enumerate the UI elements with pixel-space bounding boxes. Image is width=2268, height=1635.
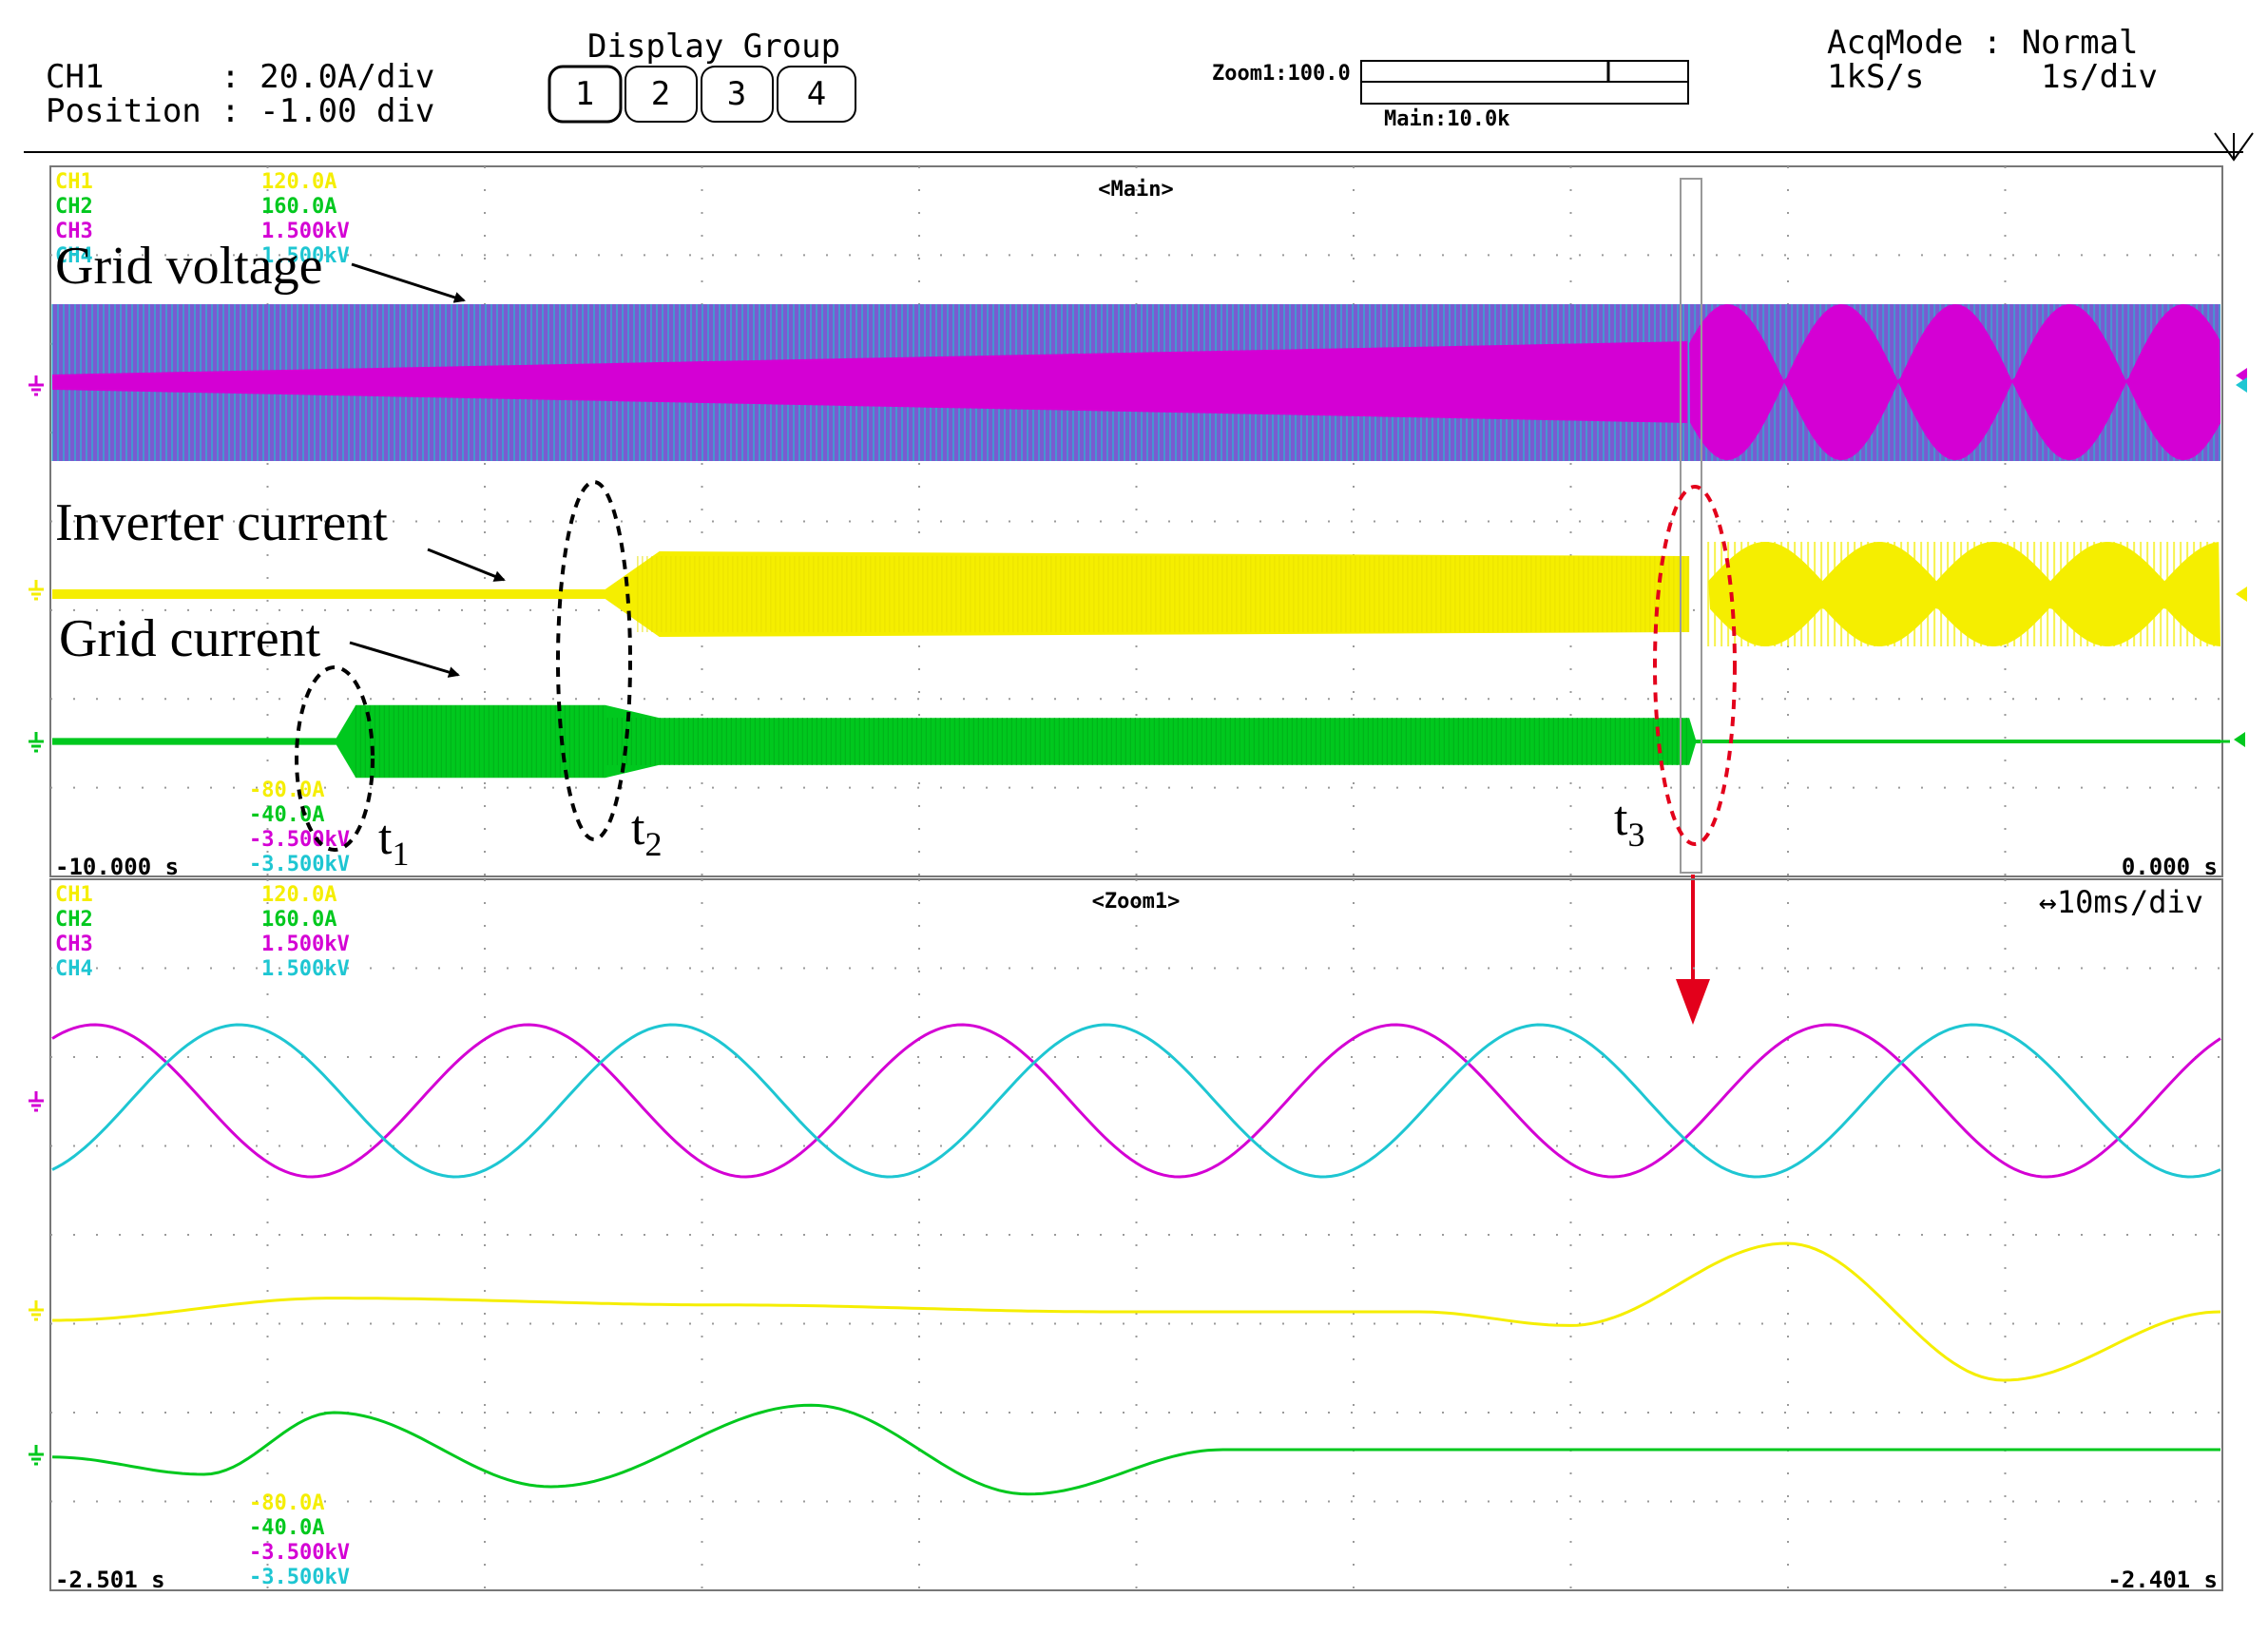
display-group-buttons[interactable]: 1 2 3 4: [548, 65, 856, 124]
main-time-start: -10.000 s: [55, 854, 179, 880]
scale-channel-label: CH4: [55, 957, 93, 981]
scale-channel-label: CH3: [55, 220, 93, 243]
scale-bottom-value: -40.0A: [249, 803, 324, 827]
scale-bottom-value: -3.500kV: [249, 828, 350, 852]
event-label-t3: t3: [1614, 792, 1644, 854]
display-group-button-4[interactable]: [777, 66, 856, 123]
scale-channel-label: CH3: [55, 933, 93, 956]
ch1-scale-line: CH1 : 20.0A/div: [46, 58, 434, 96]
display-group-button-2[interactable]: [625, 66, 698, 123]
zoom-waveforms: [29, 1023, 2221, 1496]
main-record-length-label: Main:10.0k: [1384, 107, 1509, 131]
arrow-grid-voltage: [351, 262, 466, 303]
main-time-end: 0.000 s: [2122, 854, 2218, 880]
annotation-grid-voltage: Grid voltage: [55, 237, 322, 296]
scale-top-value: 160.0A: [261, 195, 336, 219]
scale-channel-label: CH4: [55, 244, 93, 268]
display-group-button-3[interactable]: [701, 66, 774, 123]
level-marker-ch2: [2234, 732, 2245, 747]
annotation-inverter-current: Inverter current: [55, 493, 388, 552]
ground-marker-ch2: [29, 732, 44, 753]
zoom-panel: <Zoom1> ↔10ms/div CH1 120.0A CH2 160.0A CH3 1…: [29, 878, 2223, 1593]
scale-bottom-value: -80.0A: [249, 1491, 324, 1515]
scale-channel-label: CH2: [55, 195, 93, 219]
zoom-panel-frame: [49, 878, 2223, 1591]
ground-marker-ch3: [29, 1091, 44, 1112]
scale-channel-label: CH1: [55, 170, 93, 194]
display-group-title: Display Group: [587, 28, 840, 66]
level-marker-ch1: [2236, 587, 2247, 602]
grid-current-envelope: [52, 704, 2220, 779]
ground-marker-ch3: [29, 375, 44, 396]
scale-bottom-value: -80.0A: [249, 779, 324, 802]
zoom-link-arrowhead: [1676, 979, 1710, 1025]
zoom-time-end: -2.401 s: [2107, 1567, 2218, 1593]
position-line: Position : -1.00 div: [46, 92, 434, 130]
display-group-button-4-label: 4: [807, 75, 826, 113]
scale-bottom-value: -3.500kV: [249, 1566, 350, 1589]
grid-voltage-beat-lobes: [1689, 304, 2220, 460]
zoom-grid: [50, 879, 2222, 1590]
scale-top-value: 1.500kV: [261, 957, 350, 981]
ground-marker-ch2: [29, 1445, 44, 1466]
scale-top-value: 1.500kV: [261, 220, 350, 243]
event-ellipse-t2: [556, 480, 632, 841]
scale-bottom-value: -3.500kV: [249, 1541, 350, 1565]
main-panel-title: <Main>: [1098, 178, 1173, 202]
event-label-t1: t1: [378, 811, 409, 873]
main-waveforms: [29, 304, 2247, 779]
scale-bottom-value: -40.0A: [249, 1516, 324, 1540]
header: CH1 : 20.0A/div Position : -1.00 div Dis…: [24, 24, 2254, 162]
zoom-time-start: -2.501 s: [55, 1567, 165, 1593]
scale-top-value: 120.0A: [261, 883, 336, 907]
zoom-timebase: ↔10ms/div: [2039, 884, 2203, 920]
zoom-trace-ch3: [51, 1023, 2221, 1179]
ground-marker-ch1: [29, 580, 44, 601]
trigger-down-icon: [2214, 132, 2254, 162]
scale-top-value: 1.500kV: [261, 933, 350, 956]
scale-channel-label: CH2: [55, 908, 93, 932]
zoom-scale-bottom: -80.0A-40.0A-3.500kV-3.500kV: [249, 1491, 350, 1589]
scale-top-value: 120.0A: [261, 170, 336, 194]
display-group-button-3-label: 3: [727, 75, 746, 113]
zoom-ratio-label: Zoom1:100.0: [1212, 62, 1351, 86]
arrow-inverter-current: [427, 548, 506, 582]
scale-top-value: 1.500kV: [261, 244, 350, 268]
display-group-button-1-label: 1: [575, 75, 594, 113]
inverter-current-beat-lobes: [1708, 542, 2220, 646]
sample-rate-line: 1kS/s 1s/div: [1827, 58, 2158, 96]
level-marker-ch4: [2236, 377, 2247, 393]
zoom-scale-top: CH1 120.0A CH2 160.0A CH3 1.500kV CH4 1.500kV: [55, 883, 350, 981]
zoom-trace-ch2: [51, 1403, 2220, 1496]
display-group-button-1[interactable]: [548, 65, 623, 124]
ground-marker-ch1: [29, 1300, 44, 1321]
display-group-button-2-label: 2: [651, 75, 670, 113]
event-ellipse-t3: [1653, 485, 1737, 846]
event-label-t2: t2: [631, 801, 662, 863]
zoom-window-marker[interactable]: [1680, 178, 1702, 874]
grid-voltage-ch3-band: [52, 341, 1687, 423]
scale-top-value: 160.0A: [261, 908, 336, 932]
zoom-panel-title: <Zoom1>: [1092, 890, 1181, 914]
main-panel: <Main> CH1 120.0A CH2 160.0A CH3 1.500kV CH4 1.…: [29, 165, 2247, 1025]
main-scale-bottom: -80.0A-40.0A-3.500kV-3.500kV: [249, 779, 350, 876]
arrow-grid-current: [349, 641, 460, 678]
acqmode-line: AcqMode : Normal: [1827, 24, 2139, 62]
zoom-trace-ch4: [51, 1023, 2221, 1179]
scale-channel-label: CH1: [55, 883, 93, 907]
main-scale-top: CH1 120.0A CH2 160.0A CH3 1.500kV CH4 1.500kV: [55, 170, 350, 268]
event-ellipse-t1: [295, 665, 375, 852]
scale-bottom-value: -3.500kV: [249, 853, 350, 876]
zoom-trace-ch1: [52, 1241, 2221, 1382]
zoom-position-bar[interactable]: [1360, 60, 1689, 105]
annotation-grid-current: Grid current: [59, 609, 321, 668]
